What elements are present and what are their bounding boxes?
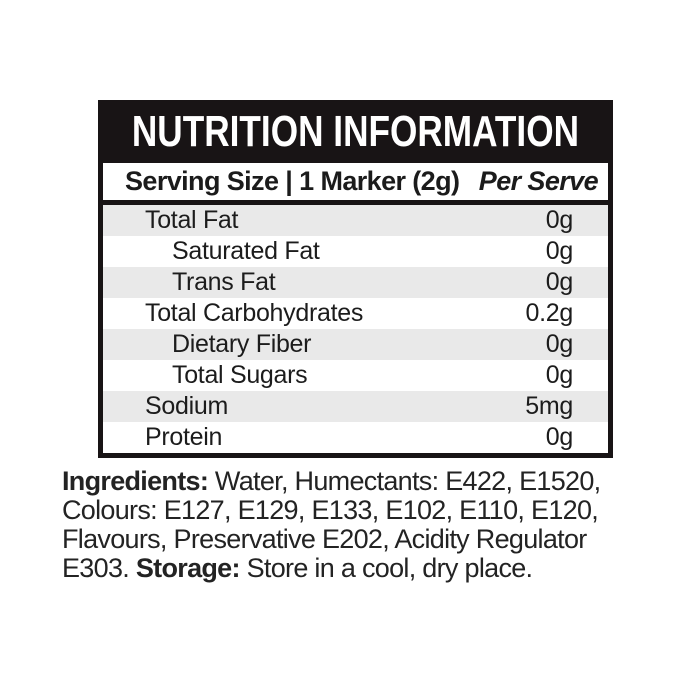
ingredients-label: Ingredients:	[62, 466, 209, 496]
ingredients-line-4: E303. Storage: Store in a cool, dry plac…	[62, 554, 662, 583]
nutrient-name: Total Carbohydrates	[145, 299, 364, 327]
serving-size-row: Serving Size | 1 Marker (2g) Per Serve	[103, 163, 608, 200]
nutrient-name: Trans Fat	[172, 268, 276, 296]
nutrient-row-total-sugars: Total Sugars 0g	[103, 360, 608, 391]
nutrient-value: 0g	[545, 423, 574, 451]
panel-title-bar: NUTRITION INFORMATION	[98, 100, 613, 163]
nutrient-row-sodium: Sodium 5mg	[103, 391, 608, 422]
nutrient-name: Total Fat	[145, 206, 239, 234]
nutrient-name: Dietary Fiber	[172, 330, 312, 358]
nutrient-row-saturated-fat: Saturated Fat 0g	[103, 236, 608, 267]
nutrient-row-trans-fat: Trans Fat 0g	[103, 267, 608, 298]
ingredients-text-4a: E303.	[62, 553, 136, 583]
serving-size-label: Serving Size | 1 Marker (2g)	[125, 166, 460, 196]
nutrient-row-dietary-fiber: Dietary Fiber 0g	[103, 329, 608, 360]
nutrient-value: 5mg	[525, 392, 573, 420]
ingredients-line-2: Colours: E127, E129, E133, E102, E110, E…	[62, 496, 662, 525]
nutrition-facts-panel: NUTRITION INFORMATION Serving Size | 1 M…	[98, 100, 613, 458]
nutrient-value: 0g	[545, 237, 574, 265]
panel-body: Serving Size | 1 Marker (2g) Per Serve T…	[98, 163, 613, 458]
storage-label: Storage:	[135, 553, 241, 583]
nutrient-row-total-fat: Total Fat 0g	[103, 205, 608, 236]
nutrient-value: 0g	[545, 361, 574, 389]
nutrient-value: 0g	[545, 206, 574, 234]
nutrient-value: 0g	[545, 330, 574, 358]
ingredients-block: Ingredients: Water, Humectants: E422, E1…	[62, 467, 662, 583]
per-serve-column-header: Per Serve	[478, 166, 599, 196]
nutrient-row-total-carbohydrates: Total Carbohydrates 0.2g	[103, 298, 608, 329]
nutrient-name: Total Sugars	[172, 361, 308, 389]
nutrient-name: Protein	[145, 423, 223, 451]
nutrient-name: Saturated Fat	[172, 237, 320, 265]
nutrient-value: 0.2g	[525, 299, 574, 327]
ingredients-line-3: Flavours, Preservative E202, Acidity Reg…	[62, 525, 662, 554]
panel-title: NUTRITION INFORMATION	[131, 106, 580, 156]
storage-text: Store in a cool, dry place.	[239, 553, 533, 583]
nutrient-row-protein: Protein 0g	[103, 422, 608, 453]
nutrient-value: 0g	[545, 268, 574, 296]
ingredients-text-1: Water, Humectants: E422, E1520,	[208, 466, 601, 496]
header-divider	[103, 200, 608, 205]
nutrient-name: Sodium	[145, 392, 228, 420]
ingredients-line-1: Ingredients: Water, Humectants: E422, E1…	[62, 467, 662, 496]
ingredients-text-3: Flavours, Preservative E202, Acidity Reg…	[62, 524, 587, 554]
ingredients-text-2: Colours: E127, E129, E133, E102, E110, E…	[62, 495, 599, 525]
